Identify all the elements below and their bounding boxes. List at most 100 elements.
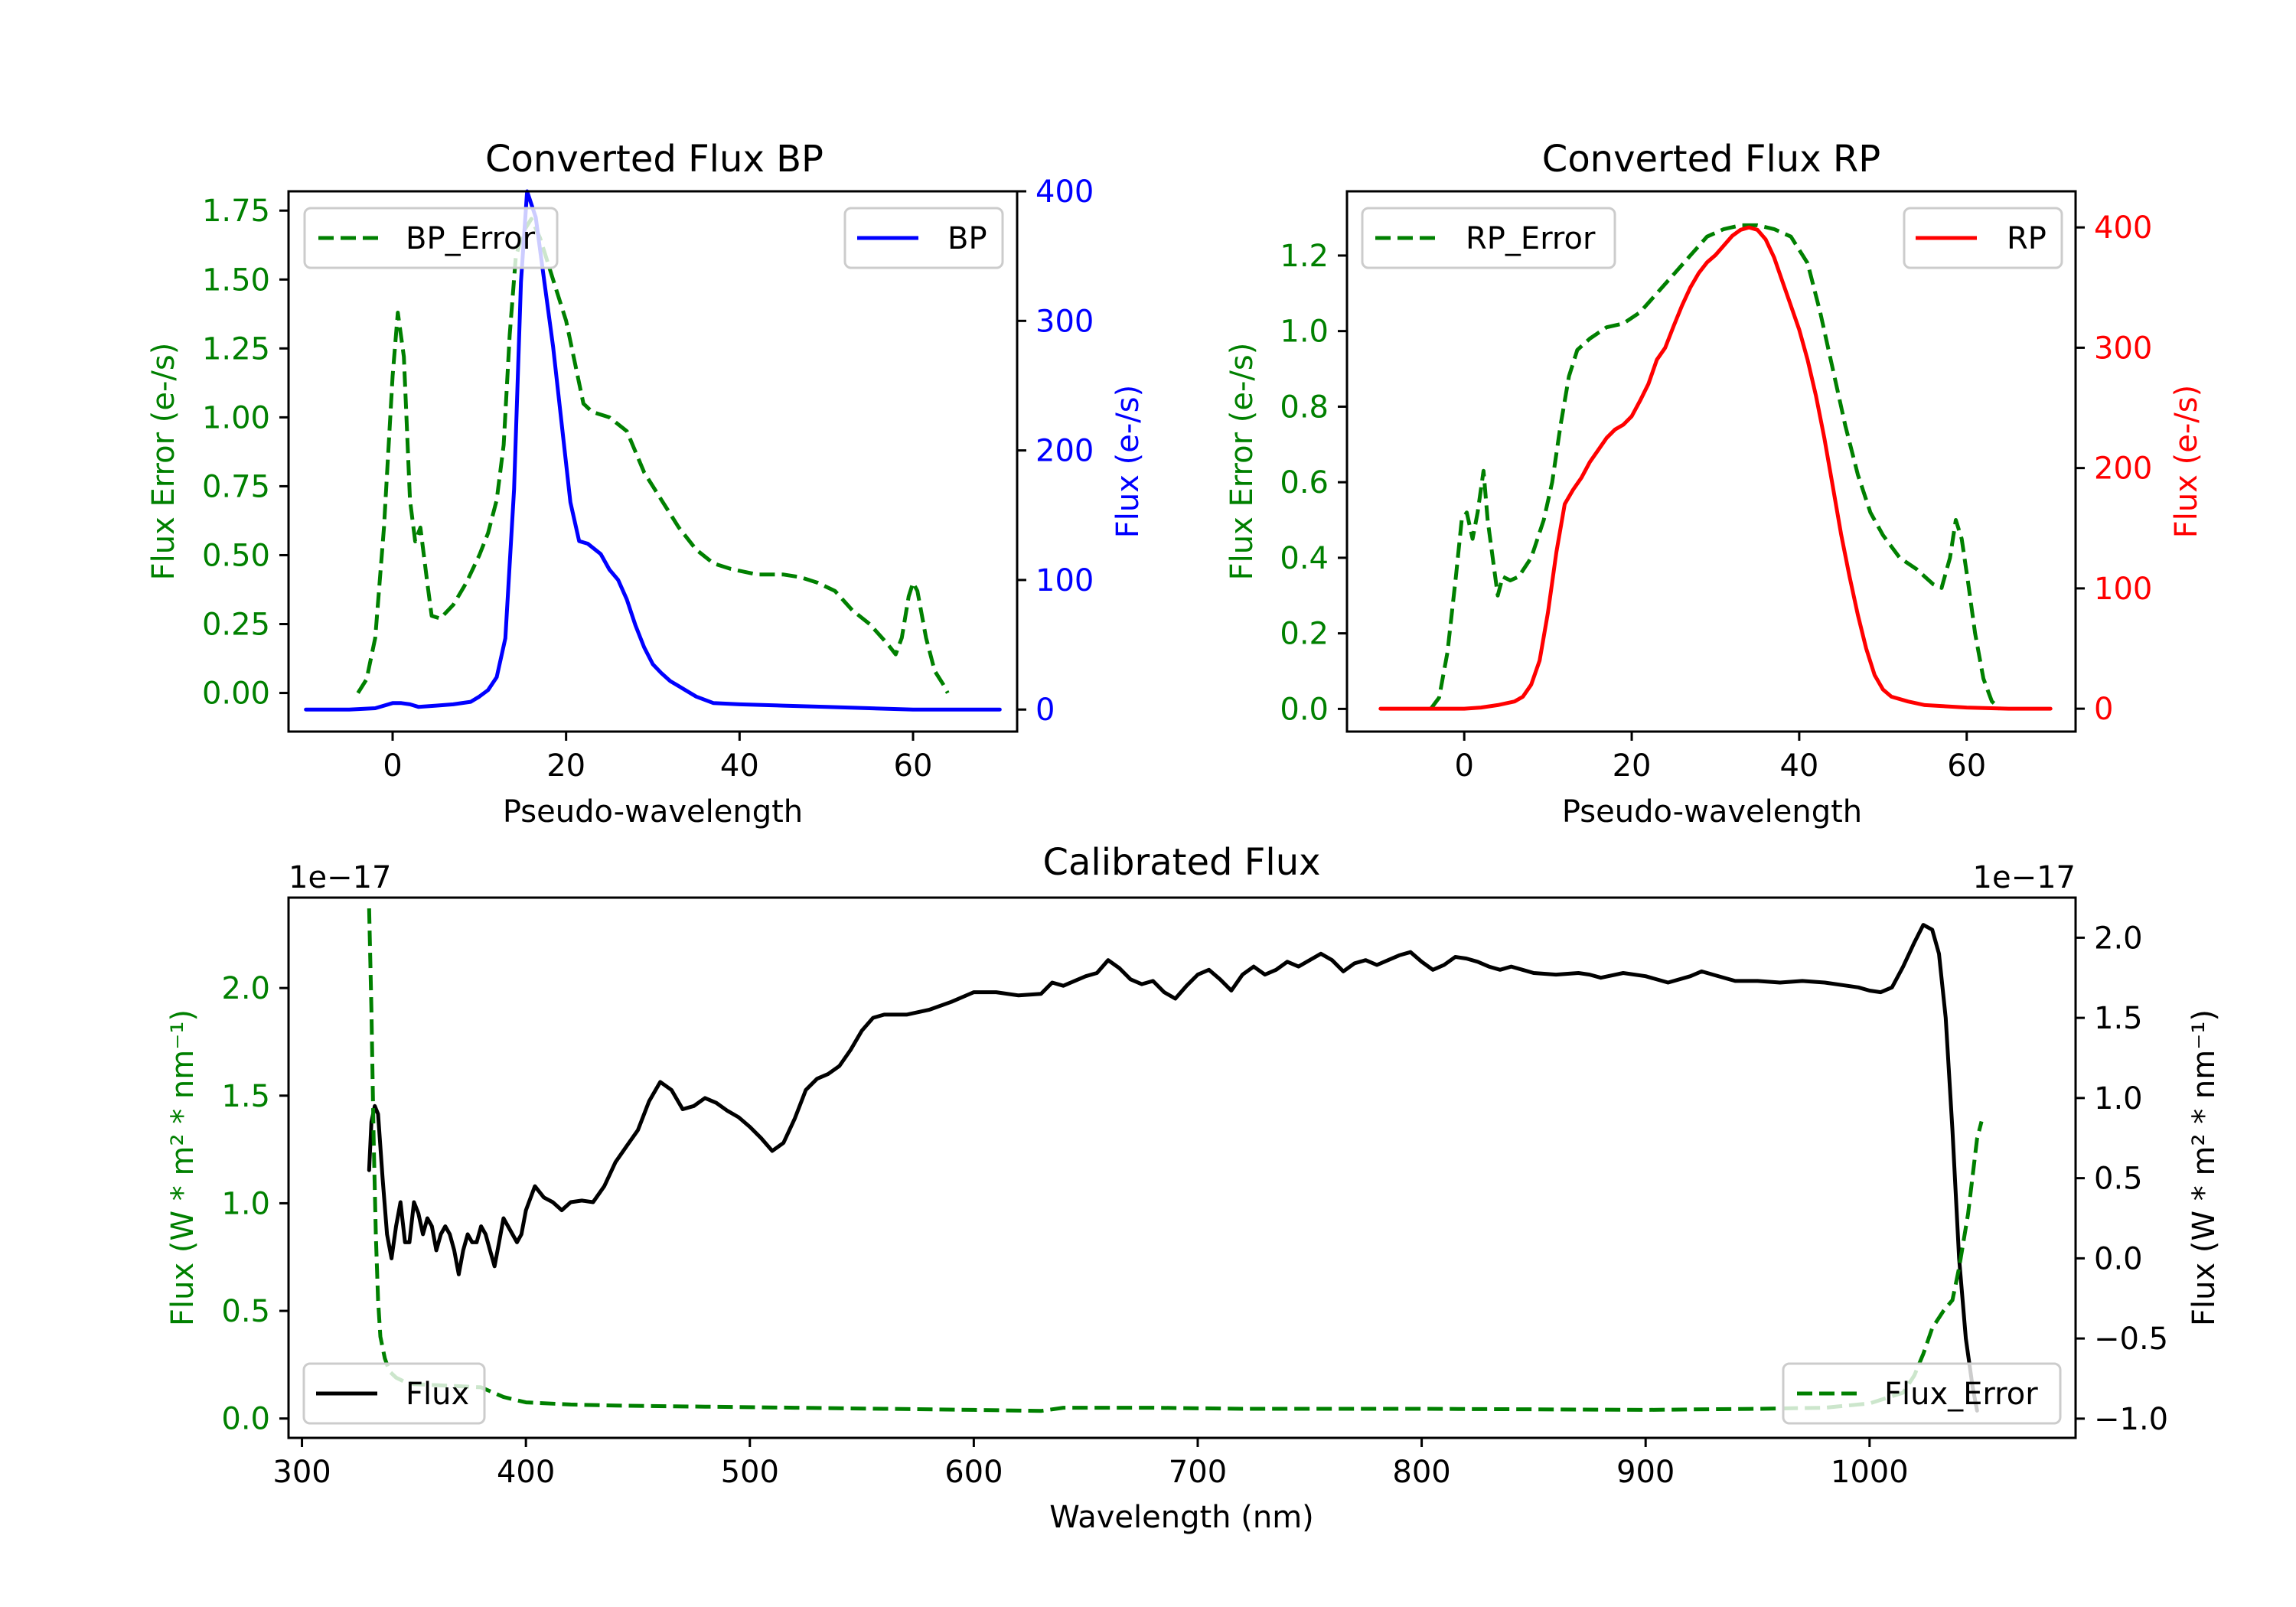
cal-xlabel: Wavelength (nm)	[1049, 1500, 1314, 1535]
panel-bp: Converted Flux BP 0 20 40 60 0.00 0.25 0.50 0.7…	[146, 138, 1146, 830]
rp-ytick-right-label: 100	[2094, 572, 2152, 607]
rp-ytick-left-label: 1.2	[1280, 239, 1329, 274]
rp-ytick-right-label: 300	[2094, 331, 2152, 366]
bp-ylabel-right: Flux (e-/s)	[1110, 385, 1146, 538]
bp-ytick-right-label: 0	[1035, 693, 1055, 728]
rp-xtick-label: 60	[1947, 748, 1986, 784]
cal-ytick-right-label: −0.5	[2094, 1322, 2168, 1357]
rp-legend-error-label: RP_Error	[1466, 221, 1596, 256]
cal-xtick-label: 800	[1392, 1455, 1450, 1490]
rp-plot-frame	[1345, 190, 2077, 733]
cal-series-line-flux	[367, 923, 1979, 1413]
cal-plot-frame	[287, 896, 2077, 1439]
rp-xlabel: Pseudo-wavelength	[1562, 794, 1862, 830]
rp-ytick-left-label: 0.0	[1280, 692, 1329, 727]
cal-legend-flux-label: Flux	[406, 1377, 469, 1412]
cal-xtick-label: 500	[721, 1455, 779, 1490]
bp-series-layer	[304, 189, 1002, 712]
cal-left-offset-label: 1e−17	[289, 860, 391, 895]
bp-ytick-right-label: 200	[1035, 434, 1094, 469]
cal-legend-error-box	[1782, 1362, 2062, 1425]
rp-xtick-label: 20	[1613, 748, 1652, 784]
cal-ytick-right-label: 0.0	[2094, 1241, 2143, 1276]
cal-ytick-left-label: 1.0	[221, 1186, 270, 1221]
rp-legend-error-box	[1361, 207, 1616, 269]
bp-plot-frame	[287, 190, 1019, 733]
cal-ytick-left-label: 1.5	[221, 1079, 270, 1114]
cal-xtick-label: 300	[272, 1455, 331, 1490]
cal-right-offset-label: 1e−17	[1973, 860, 2076, 895]
bp-ytick-right-label: 400	[1035, 174, 1094, 210]
rp-ytick-right-label: 0	[2094, 692, 2113, 727]
bp-xtick-label: 20	[546, 748, 585, 784]
bp-ytick-left-label: 1.25	[202, 331, 270, 367]
cal-xtick-label: 600	[944, 1455, 1003, 1490]
cal-xtick-label: 1000	[1831, 1455, 1909, 1490]
bp-ytick-left-label: 0.50	[202, 538, 270, 573]
rp-series-layer	[1378, 223, 2053, 711]
cal-ytick-right-label: 0.5	[2094, 1162, 2143, 1197]
cal-legend-error: Flux_Error	[1782, 1362, 2062, 1425]
rp-legend-flux: RP	[1903, 207, 2063, 269]
cal-legend-error-label: Flux_Error	[1884, 1377, 2038, 1412]
bp-xtick-label: 60	[894, 748, 933, 784]
bp-ytick-left-label: 0.00	[202, 676, 270, 712]
rp-legend-flux-box	[1903, 207, 2063, 269]
cal-title: Calibrated Flux	[1042, 841, 1320, 884]
cal-series-line-flux-error	[367, 908, 1984, 1413]
bp-legend-flux: BP	[843, 207, 1004, 269]
bp-ticks-layer: 0 20 40 60 0.00 0.25 0.50 0.75 1.00 1.25 1.50 1.75 0…	[202, 174, 1094, 784]
bp-ytick-left-label: 0.75	[202, 469, 270, 504]
rp-xtick-label: 0	[1454, 748, 1473, 784]
rp-series-line-rp	[1378, 225, 2053, 711]
rp-ytick-left-label: 0.4	[1280, 541, 1329, 576]
rp-ytick-left-label: 0.2	[1280, 617, 1329, 652]
cal-ytick-right-label: 1.0	[2094, 1081, 2143, 1116]
rp-ylabel-left: Flux Error (e-/s)	[1225, 343, 1260, 581]
rp-xtick-label: 40	[1779, 748, 1818, 784]
cal-ytick-right-label: 1.5	[2094, 1001, 2143, 1036]
bp-ytick-right-label: 300	[1035, 304, 1094, 339]
bp-ytick-left-label: 1.50	[202, 262, 270, 298]
cal-ytick-left-label: 0.0	[221, 1402, 270, 1437]
cal-ylabel-right: Flux (W * m² * nm⁻¹)	[2187, 1009, 2222, 1326]
panel-rp: Converted Flux RP 0 20 40 60 0.0 0.2 0.4 0.6 0.8…	[1225, 138, 2204, 830]
rp-legend-flux-label: RP	[2007, 221, 2047, 256]
cal-xtick-label: 400	[497, 1455, 555, 1490]
rp-ylabel-right: Flux (e-/s)	[2169, 385, 2204, 538]
bp-legend-error-box	[303, 207, 559, 269]
rp-legend-error: RP_Error	[1361, 207, 1616, 269]
cal-ytick-left-label: 2.0	[221, 971, 270, 1006]
rp-series-line-rp-error	[1429, 223, 2002, 711]
bp-xlabel: Pseudo-wavelength	[503, 794, 803, 830]
rp-ytick-left-label: 0.6	[1280, 465, 1329, 500]
bp-series-line-bp	[304, 189, 1002, 712]
bp-xtick-label: 0	[383, 748, 402, 784]
cal-ytick-right-label: 2.0	[2094, 921, 2143, 956]
bp-legend-flux-label: BP	[947, 221, 987, 256]
bp-ytick-right-label: 100	[1035, 563, 1094, 598]
bp-legend-error: BP_Error	[303, 207, 559, 269]
cal-legend-flux-box	[302, 1362, 486, 1425]
cal-ytick-left-label: 0.5	[221, 1294, 270, 1329]
rp-ytick-left-label: 0.8	[1280, 390, 1329, 425]
bp-ytick-left-label: 1.00	[202, 400, 270, 435]
rp-ytick-right-label: 200	[2094, 451, 2152, 487]
cal-ylabel-left: Flux (W * m² * nm⁻¹)	[165, 1009, 201, 1326]
bp-ytick-left-label: 0.25	[202, 608, 270, 643]
cal-xtick-label: 900	[1616, 1455, 1675, 1490]
rp-title: Converted Flux RP	[1542, 138, 1880, 181]
panel-calibrated: Calibrated Flux 1e−17 1e−17 300 400 500 600…	[165, 841, 2222, 1535]
rp-ytick-left-label: 1.0	[1280, 315, 1329, 350]
bp-series-line-bp-error	[356, 217, 950, 694]
cal-ticks-layer: 300 400 500 600 700 800 900 1000 0.0 0.5 1.0 1.5 2.0…	[221, 921, 2168, 1490]
bp-ylabel-left: Flux Error (e-/s)	[146, 343, 181, 581]
cal-ytick-right-label: −1.0	[2094, 1402, 2168, 1437]
cal-legend-flux: Flux	[302, 1362, 486, 1425]
bp-title: Converted Flux BP	[485, 138, 823, 181]
bp-ytick-left-label: 1.75	[202, 194, 270, 229]
cal-series-layer	[367, 908, 1984, 1413]
rp-ticks-layer: 0 20 40 60 0.0 0.2 0.4 0.6 0.8 1.0 1.2 0 100 200 300 40…	[1280, 210, 2152, 784]
cal-xtick-label: 700	[1169, 1455, 1227, 1490]
